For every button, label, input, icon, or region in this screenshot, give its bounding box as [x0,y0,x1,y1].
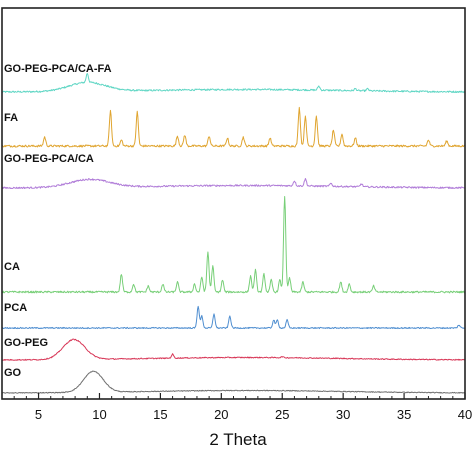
series-line-go-peg-pca-ca-fa [1,73,466,94]
trace-label-go: GO [4,367,22,379]
x-tick-label: 15 [153,407,167,422]
trace-labels: GO-PEG-PCA/CA-FA FA GO-PEG-PCA/CA CA PCA GO-P… [4,63,112,379]
x-axis-title: 2 Theta [209,430,267,449]
series-line-go [1,370,466,394]
trace-label-go-peg-pca-ca-fa: GO-PEG-PCA/CA-FA [4,63,112,75]
x-tick-label: 10 [92,407,106,422]
trace-label-go-peg: GO-PEG [4,337,48,349]
x-tick-label: 40 [458,407,472,422]
series-line-fa [1,106,466,148]
x-tick-label: 5 [35,407,42,422]
trace-label-go-peg-pca-ca: GO-PEG-PCA/CA [4,153,94,165]
x-tick-label: 35 [397,407,411,422]
series-line-go-peg [1,338,466,361]
x-tick-label: 20 [214,407,228,422]
series-line-go-peg-pca-ca [1,177,466,190]
plot-area [1,73,466,394]
trace-label-ca: CA [4,261,20,273]
series-line-ca [1,196,466,294]
trace-label-pca: PCA [4,302,27,314]
x-tick-label: 25 [275,407,289,422]
trace-label-fa: FA [4,112,18,124]
series-line-pca [1,305,466,330]
x-tick-label: 30 [336,407,350,422]
x-axis-ticks: 5 10 15 20 25 30 35 40 [1,393,472,422]
